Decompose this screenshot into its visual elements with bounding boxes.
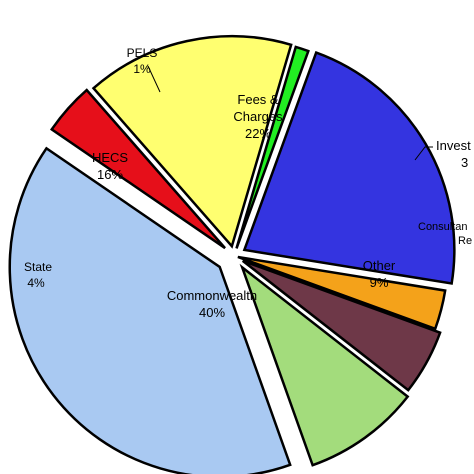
labels-group: Fees & Charges 22% Invest 3 Consultan Re… — [24, 46, 472, 320]
slice-investments — [237, 255, 447, 331]
label-hecs: HECS — [92, 150, 128, 165]
value-state: 4% — [27, 276, 45, 290]
label-commonwealth: Commonwealth — [167, 288, 257, 303]
slice-commonwealth — [8, 146, 292, 474]
value-investments: 3 — [461, 155, 468, 170]
label-fees-charges-line2: Charges — [233, 109, 283, 124]
label-investments: Invest — [436, 138, 471, 153]
value-consultancy-research: Re — [458, 235, 472, 247]
label-fees-charges: Fees & — [237, 92, 279, 107]
value-commonwealth: 40% — [199, 305, 225, 320]
value-fees-charges: 22% — [245, 126, 271, 141]
slice-other — [239, 263, 410, 467]
slice-hecs — [91, 34, 293, 249]
slice-fees-charges — [242, 50, 456, 285]
slice-consultancy-research — [241, 259, 442, 392]
slice-pels — [235, 45, 310, 249]
value-other: 9% — [370, 275, 389, 290]
label-state: State — [24, 260, 52, 274]
label-other: Other — [363, 258, 396, 273]
leader-line-investments — [414, 146, 433, 161]
slices-group — [8, 34, 456, 474]
value-pels: 1% — [133, 62, 151, 76]
value-hecs: 16% — [97, 167, 123, 182]
label-pels: PELS — [127, 46, 158, 60]
leader-line-pels — [147, 65, 161, 93]
slice-state — [50, 88, 226, 250]
label-consultancy-research: Consultan — [418, 221, 468, 233]
